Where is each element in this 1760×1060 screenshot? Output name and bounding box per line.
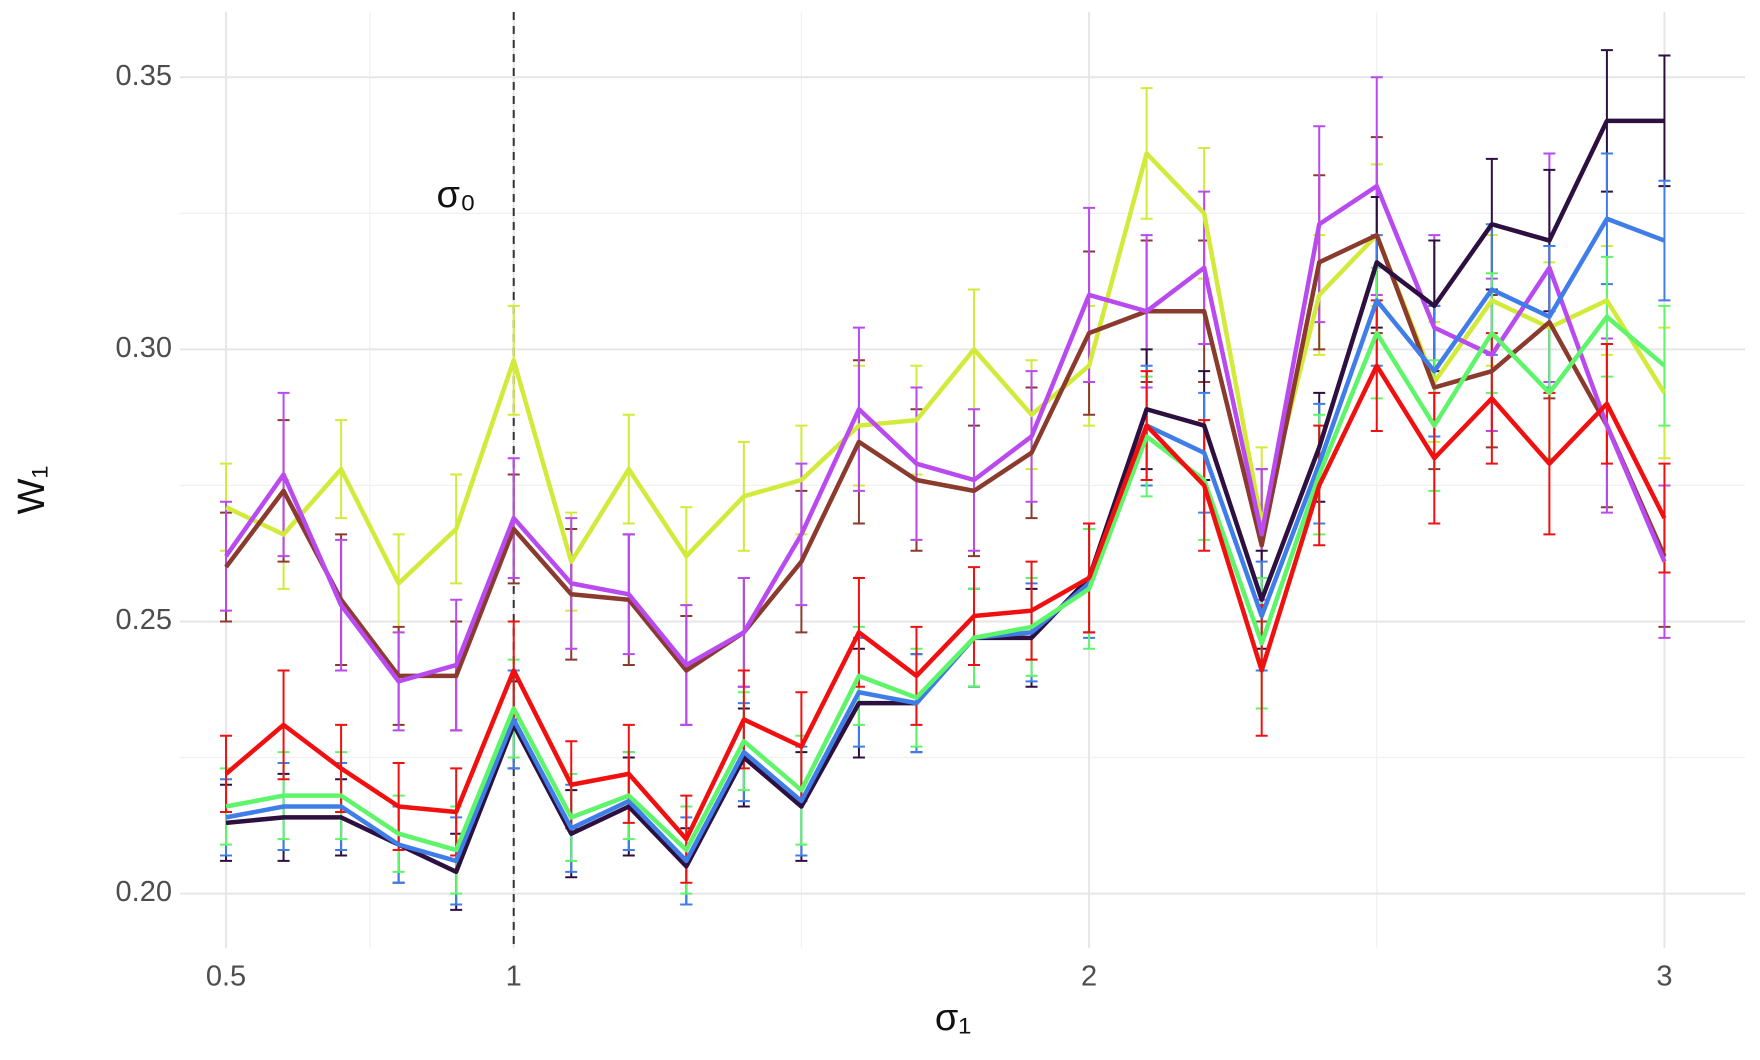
series-line — [224, 232, 1667, 679]
error-bar — [1658, 304, 1671, 427]
error-bar — [220, 500, 233, 612]
x-tick-label: 3 — [1656, 961, 1672, 993]
series-line — [225, 151, 1667, 586]
series-line — [224, 183, 1667, 684]
series-line — [224, 363, 1667, 842]
y-tick-label: 0.25 — [116, 604, 172, 636]
series-line — [225, 314, 1666, 853]
y-tick-label: 0.20 — [116, 876, 172, 908]
x-tick-label: 2 — [1081, 961, 1097, 993]
error-bar — [1658, 179, 1671, 302]
x-tick-label: 0.5 — [206, 961, 246, 993]
x-axis-title: σ₁ — [935, 997, 971, 1039]
y-tick-label: 0.35 — [116, 60, 172, 92]
annotation: σ₀ — [437, 174, 476, 216]
x-tick-label: 1 — [506, 961, 522, 993]
y-tick-label: 0.30 — [116, 332, 172, 364]
series-line — [225, 118, 1665, 875]
y-axis-title: W₁ — [11, 466, 53, 515]
